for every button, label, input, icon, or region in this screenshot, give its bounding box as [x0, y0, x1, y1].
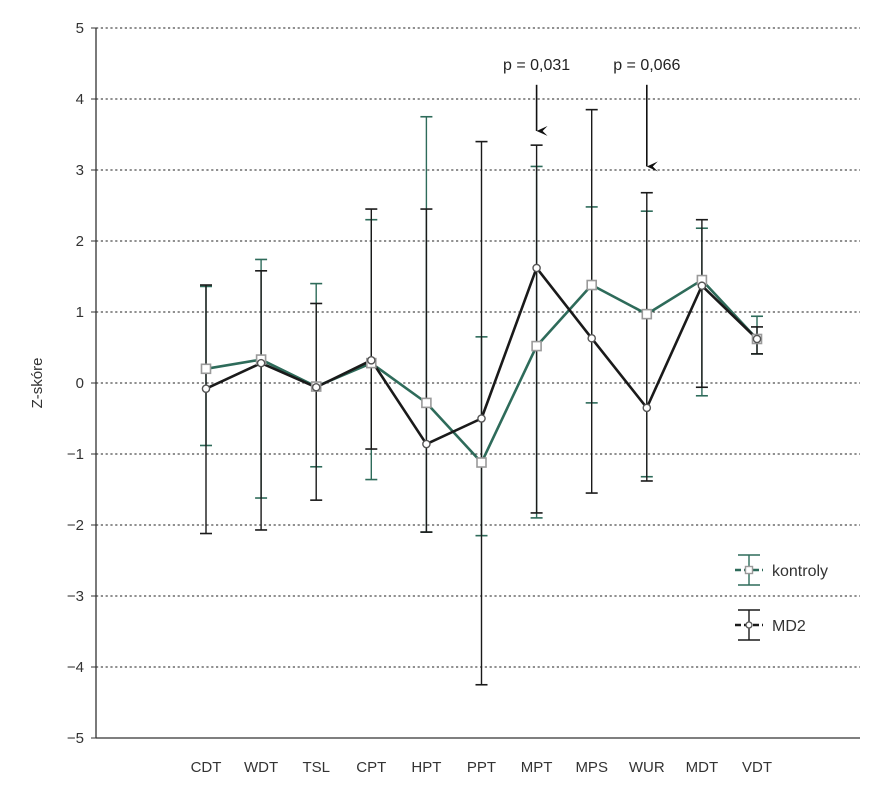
x-tick-label-wdt: WDT	[244, 759, 278, 776]
data-point-md2-tsl	[311, 382, 321, 392]
error-bar-md2-ppt	[475, 140, 488, 686]
data-point-kontroly-wur	[641, 308, 653, 320]
error-bar-md2-mpt	[530, 144, 543, 514]
y-tick-label: 0	[76, 375, 84, 392]
data-point-md2-mdt	[697, 281, 707, 291]
y-tick-label: −3	[67, 588, 84, 605]
data-points	[200, 263, 763, 468]
x-tick-label-mpt: MPT	[521, 759, 553, 776]
data-point-md2-cpt	[366, 355, 376, 365]
data-point-md2-vdt	[752, 334, 762, 344]
x-tick-label-vdt: VDT	[742, 759, 772, 776]
error-bar-md2-wdt	[255, 270, 268, 531]
annotation-mpt: p = 0,031	[503, 57, 570, 136]
data-point-kontroly-cdt	[200, 363, 212, 375]
legend: kontroly MD2	[735, 554, 828, 641]
error-bars	[200, 108, 763, 686]
x-tick-label-mps: MPS	[575, 759, 608, 776]
data-point-md2-wur	[642, 403, 652, 413]
legend-label-kontroly: kontroly	[772, 563, 828, 580]
y-tick-label: −5	[67, 730, 84, 747]
data-point-md2-wdt	[256, 358, 266, 368]
x-tick-label-cpt: CPT	[356, 759, 386, 776]
data-point-md2-hpt	[422, 439, 431, 449]
error-bar-md2-tsl	[310, 302, 323, 501]
y-tick-label: −2	[67, 517, 84, 534]
y-tick-label: 1	[76, 304, 84, 321]
error-bar-md2-mps	[585, 108, 598, 494]
y-tick-labels: 5 4 3 2 1 0 −1 −2 −3 −4 −5	[67, 20, 96, 747]
x-tick-label-cdt: CDT	[191, 759, 222, 776]
annotation-wur: p = 0,066	[613, 57, 680, 172]
x-tick-label-ppt: PPT	[467, 759, 496, 776]
annotations: p = 0,031 p = 0,066	[503, 57, 680, 172]
x-tick-label-tsl: TSL	[302, 759, 330, 776]
y-tick-label: −4	[67, 659, 84, 676]
error-bar-md2-wur	[640, 191, 653, 482]
data-point-kontroly-mps	[586, 279, 598, 291]
data-point-kontroly-ppt	[476, 457, 487, 468]
annotation-text: p = 0,031	[503, 57, 570, 74]
y-tick-label: 3	[76, 162, 84, 179]
y-tick-label: 4	[76, 91, 84, 108]
legend-swatch-md2	[735, 609, 763, 641]
data-point-kontroly-mpt	[531, 340, 542, 352]
error-bar-md2-cdt	[200, 284, 212, 535]
data-point-md2-ppt	[477, 414, 486, 423]
x-tick-label-mdt: MDT	[686, 759, 719, 776]
data-point-md2-cdt	[201, 384, 211, 393]
y-axis-label: Z-skóre	[29, 358, 46, 409]
error-bar-md2-mdt	[695, 218, 708, 389]
x-tick-label-hpt: HPT	[411, 759, 441, 776]
data-point-kontroly-hpt	[421, 397, 432, 409]
data-point-md2-mps	[587, 333, 597, 343]
x-tick-labels: CDT WDT TSL CPT HPT PPT MPT MPS WUR MDT VDT	[191, 759, 772, 776]
legend-swatch-kontroly	[735, 554, 763, 586]
error-bar-md2-cpt	[365, 208, 378, 450]
annotation-text: p = 0,066	[613, 57, 680, 74]
y-tick-label: 2	[76, 233, 84, 250]
data-point-md2-mpt	[532, 263, 541, 273]
y-tick-label: −1	[67, 446, 84, 463]
legend-item-md2: MD2	[735, 609, 806, 641]
y-tick-label: 5	[76, 20, 84, 37]
legend-item-kontroly: kontroly	[735, 554, 828, 586]
legend-label-md2: MD2	[772, 618, 806, 635]
error-bar-md2-hpt	[420, 208, 433, 533]
x-tick-label-wur: WUR	[629, 759, 665, 776]
